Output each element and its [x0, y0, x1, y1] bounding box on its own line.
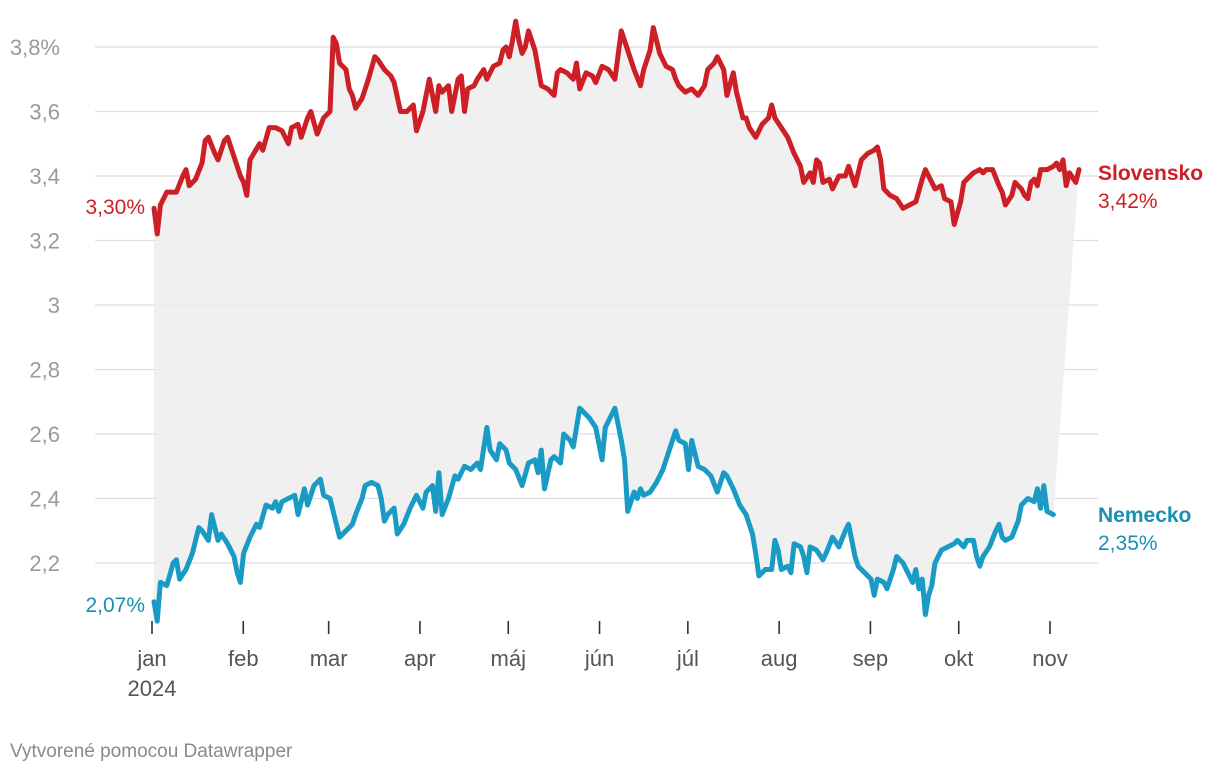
slovensko-end-label: 3,42%: [1098, 190, 1158, 213]
y-tick-label: 2,8: [29, 358, 60, 383]
y-tick-label: 3,2: [29, 229, 60, 254]
x-tick-label: sep: [853, 646, 888, 671]
x-tick-label: júl: [676, 646, 699, 671]
y-axis: 2,2 2,4 2,6 2,8 3 3,2 3,4 3,6 3,8%: [10, 35, 60, 576]
x-tick-label: mar: [310, 646, 348, 671]
x-tick-label: máj: [491, 646, 526, 671]
series-layer: [151, 18, 1082, 624]
x-axis: jan feb mar apr máj jún júl aug sep okt nov: [136, 621, 1068, 671]
nemecko-end-label: 2,35%: [1098, 532, 1158, 555]
x-tick-label: apr: [404, 646, 436, 671]
y-tick-label: 2,4: [29, 487, 60, 512]
x-tick-label: jún: [584, 646, 614, 671]
y-tick-label: 2,6: [29, 422, 60, 447]
x-tick-label: feb: [228, 646, 259, 671]
nemecko-name-label: Nemecko: [1098, 504, 1191, 527]
x-tick-label: okt: [944, 646, 973, 671]
slovensko-name-label: Slovensko: [1098, 162, 1203, 185]
y-tick-label: 3: [48, 293, 60, 318]
slovensko-start-label: 3,30%: [85, 196, 145, 219]
x-tick-label: jan: [136, 646, 166, 671]
year-label: 2024: [128, 676, 177, 701]
y-tick-label: 3,4: [29, 164, 60, 189]
x-tick-label: nov: [1032, 646, 1067, 671]
y-tick-label: 3,8%: [10, 35, 60, 60]
line-chart: 2,2 2,4 2,6 2,8 3 3,2 3,4 3,6 3,8% jan feb mar apr m…: [10, 18, 1203, 701]
y-tick-label: 3,6: [29, 100, 60, 125]
series-labels: 3,30% Slovensko 3,42% 2,07% Nemecko 2,35…: [85, 162, 1203, 617]
nemecko-start-label: 2,07%: [85, 594, 145, 617]
series-line-slovensko: [151, 18, 1082, 237]
footer-credit: Vytvorené pomocou Datawrapper: [10, 741, 293, 762]
series-line-nemecko: [151, 405, 1056, 624]
x-tick-label: aug: [761, 646, 798, 671]
y-tick-label: 2,2: [29, 551, 60, 576]
